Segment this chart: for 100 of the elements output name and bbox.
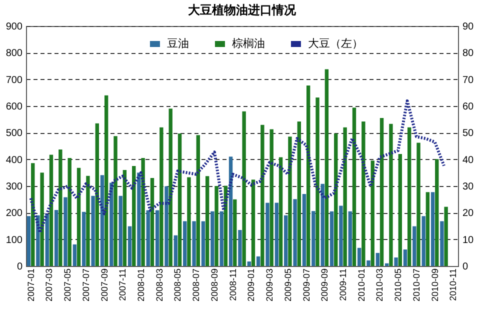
bar (312, 211, 316, 266)
bar (324, 69, 329, 266)
bar (422, 216, 426, 266)
bar (31, 163, 35, 266)
bar (403, 249, 408, 266)
bar (444, 206, 448, 266)
x-tick-label: 2010-05 (393, 268, 404, 302)
bar (316, 97, 320, 266)
bar (155, 210, 160, 266)
bar (82, 212, 86, 266)
bar (45, 214, 49, 266)
bar (293, 199, 297, 266)
bar (201, 221, 206, 266)
y2-tick-label: 0 (462, 262, 468, 272)
bar (214, 186, 218, 266)
bar (366, 260, 370, 266)
bar (95, 123, 99, 266)
x-tick-label: 2009-07 (301, 268, 312, 302)
bar (284, 215, 288, 266)
bar (86, 176, 90, 266)
bar (68, 158, 72, 266)
bar (330, 211, 334, 266)
y-tick-label: 400 (6, 154, 23, 166)
bar (72, 244, 77, 266)
bar (385, 263, 389, 266)
x-tick-label: 2010-11 (448, 268, 458, 301)
x-tick-label: 2008-01 (136, 268, 146, 302)
bar (220, 211, 224, 266)
bar (370, 160, 374, 266)
legend-label: 豆油 (166, 37, 189, 50)
bar (128, 226, 132, 266)
y-tick-label: 200 (6, 208, 23, 220)
x-tick-label: 2009-09 (320, 268, 330, 302)
bar (306, 85, 310, 266)
x-tick-label: 2010-03 (374, 268, 385, 302)
x-tick-label: 2008-03 (154, 268, 164, 302)
y2-tick-label: 50 (462, 128, 474, 140)
bar (174, 235, 178, 266)
bar (288, 136, 292, 266)
bar (440, 221, 444, 266)
bar (297, 121, 301, 266)
x-tick-label: 2010-09 (430, 268, 440, 302)
bar (238, 230, 242, 266)
bar (40, 172, 44, 266)
y2-tick-label: 40 (462, 154, 474, 166)
bar (64, 197, 68, 266)
bar (205, 176, 210, 266)
bar (164, 186, 168, 266)
bar (394, 257, 398, 266)
bar (91, 196, 95, 266)
y2-tick-label: 80 (462, 48, 474, 60)
y2-tick-label: 70 (462, 74, 474, 86)
bar (110, 182, 114, 266)
x-tick-label: 2009-05 (282, 268, 293, 302)
bar (270, 129, 274, 266)
chart-title: 大豆植物油进口情况 (188, 3, 297, 17)
x-tick-label: 2007-11 (118, 268, 128, 301)
y2-tick-label: 20 (462, 208, 474, 220)
line-series (29, 99, 446, 234)
x-tick-label: 2008-05 (172, 268, 183, 302)
bar (376, 252, 380, 266)
bar (36, 215, 40, 266)
x-tick-label: 2007-05 (62, 268, 73, 302)
bar (178, 133, 182, 266)
bar (137, 172, 141, 266)
bar (348, 211, 352, 266)
x-tick-label: 2009-01 (246, 268, 256, 302)
bar (54, 210, 58, 266)
bar (362, 121, 366, 266)
bar (380, 118, 384, 266)
bar (339, 206, 343, 266)
bar (58, 149, 62, 266)
y2-tick-label: 90 (462, 22, 474, 32)
bar (407, 127, 412, 266)
x-tick-label: 2010-07 (411, 268, 422, 302)
bar (334, 133, 338, 266)
bar (426, 192, 430, 266)
x-tick-label: 2010-01 (356, 268, 366, 302)
bar (187, 177, 191, 266)
y-tick-label: 300 (6, 182, 23, 192)
legend-label: 大豆（左） (308, 37, 363, 50)
bar (274, 202, 279, 266)
y2-tick-label: 10 (462, 234, 474, 246)
bar (118, 196, 122, 266)
bar (210, 211, 214, 266)
y-tick-label: 0 (16, 262, 23, 272)
bar (196, 135, 200, 266)
x-tick-label: 2009-11 (338, 268, 348, 301)
legend-label: 棕榈油 (232, 37, 265, 50)
bar (430, 192, 435, 266)
bar (343, 127, 347, 266)
bar (49, 154, 54, 266)
y-tick-label: 700 (6, 74, 23, 86)
bar (357, 248, 362, 266)
bar (278, 157, 283, 266)
bar (256, 256, 260, 266)
bar (168, 108, 172, 266)
x-tick-label: 2007-03 (44, 268, 54, 302)
y2-tick-label: 30 (462, 182, 474, 192)
bar (412, 226, 416, 266)
